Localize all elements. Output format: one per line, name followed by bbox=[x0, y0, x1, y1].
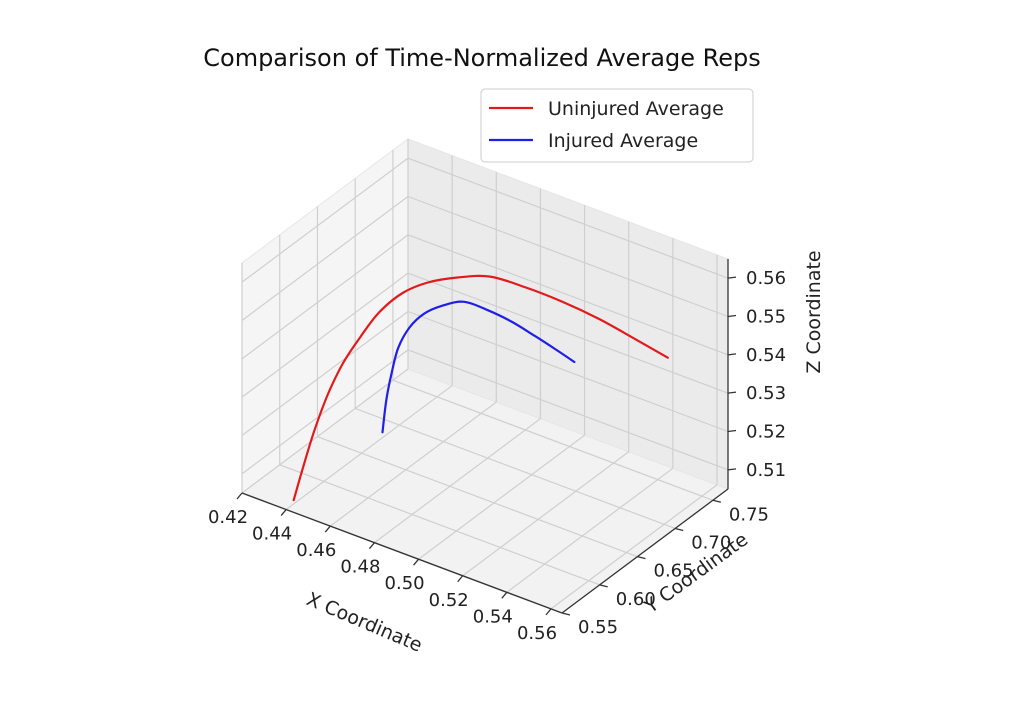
z-axis-label: Z Coordinate bbox=[803, 250, 825, 373]
x-axis-label: X Coordinate bbox=[303, 588, 425, 656]
z-tick-mark bbox=[727, 314, 737, 318]
x-grid-line bbox=[241, 368, 409, 494]
y-grid-line bbox=[354, 407, 676, 530]
z-tick-mark bbox=[727, 429, 737, 433]
x-grid-line bbox=[418, 434, 585, 560]
z-grid-line bbox=[407, 349, 729, 471]
x-axis-line bbox=[241, 492, 563, 614]
series-line-injured bbox=[381, 300, 576, 434]
x-grid-line bbox=[374, 418, 541, 544]
y-axis-line bbox=[561, 488, 729, 614]
x-tick-mark bbox=[368, 542, 375, 550]
y-tick-mark bbox=[712, 499, 722, 503]
y-grid-line bbox=[392, 379, 714, 501]
z-grid-line bbox=[241, 157, 409, 283]
y-tick-label: 0.60 bbox=[616, 589, 656, 610]
z-tick-mark bbox=[727, 468, 737, 471]
z-grid-line bbox=[407, 310, 729, 433]
y-tick-mark bbox=[637, 556, 646, 560]
legend: Uninjured Average Injured Average bbox=[480, 88, 754, 163]
z-tick-label: 0.53 bbox=[746, 383, 786, 404]
x-tick-label: 0.42 bbox=[208, 507, 248, 528]
z-tick-label: 0.52 bbox=[746, 422, 786, 443]
y-tick-mark bbox=[675, 527, 684, 532]
x-tick-label: 0.54 bbox=[473, 606, 513, 627]
y-tick-label: 0.70 bbox=[691, 533, 731, 554]
x-tick-mark bbox=[413, 558, 420, 566]
z-tick-label: 0.51 bbox=[746, 460, 786, 481]
z-grid-line bbox=[407, 157, 729, 279]
z-grid-line bbox=[407, 272, 729, 394]
z-tick-label: 0.56 bbox=[746, 268, 786, 289]
z-grid-line bbox=[241, 311, 409, 436]
z-grid-line bbox=[241, 349, 409, 475]
z-tick-label: 0.54 bbox=[746, 345, 786, 366]
x-grid-line bbox=[550, 484, 718, 610]
y-tick-label: 0.55 bbox=[578, 617, 618, 638]
x-tick-mark bbox=[545, 608, 552, 616]
x-tick-mark bbox=[280, 509, 287, 516]
z-grid-line bbox=[407, 234, 729, 356]
y-grid-line bbox=[317, 436, 638, 558]
y-grid-line bbox=[279, 464, 600, 586]
z-tick-mark bbox=[727, 353, 737, 356]
y-tick-label: 0.75 bbox=[729, 504, 769, 525]
z-grid-line bbox=[407, 195, 729, 318]
x-tick-label: 0.44 bbox=[252, 524, 292, 545]
z-tick-label: 0.55 bbox=[746, 307, 786, 328]
legend-label-uninjured: Uninjured Average bbox=[548, 98, 724, 120]
legend-box bbox=[480, 88, 754, 163]
x-tick-mark bbox=[501, 591, 508, 599]
x-tick-label: 0.46 bbox=[296, 540, 336, 561]
chart-title: Comparison of Time-Normalized Average Re… bbox=[203, 44, 761, 72]
x-tick-label: 0.56 bbox=[517, 623, 557, 644]
y-tick-label: 0.65 bbox=[654, 561, 694, 582]
x-grid-line bbox=[506, 467, 674, 593]
x-grid-line bbox=[329, 401, 497, 527]
x-tick-label: 0.48 bbox=[340, 557, 380, 578]
axes: 0.420.440.460.480.500.520.540.56 0.550.60… bbox=[208, 259, 786, 644]
z-grid-line bbox=[241, 196, 409, 321]
legend-label-injured: Injured Average bbox=[548, 130, 698, 152]
y-tick-mark bbox=[599, 584, 608, 588]
x-grid-line bbox=[285, 385, 453, 511]
y-tick-mark bbox=[561, 612, 571, 616]
z-grid-line bbox=[241, 234, 409, 360]
x-tick-mark bbox=[457, 575, 464, 583]
x-tick-label: 0.50 bbox=[385, 573, 425, 594]
series-line-uninjured bbox=[292, 274, 669, 502]
x-tick-label: 0.52 bbox=[429, 590, 469, 611]
series-layer bbox=[292, 274, 669, 502]
x-tick-mark bbox=[236, 492, 243, 500]
x-grid-line bbox=[462, 451, 630, 577]
z-tick-mark bbox=[727, 391, 737, 394]
x-tick-mark bbox=[324, 525, 331, 533]
z-grid-line bbox=[241, 272, 409, 398]
z-tick-mark bbox=[727, 276, 737, 279]
